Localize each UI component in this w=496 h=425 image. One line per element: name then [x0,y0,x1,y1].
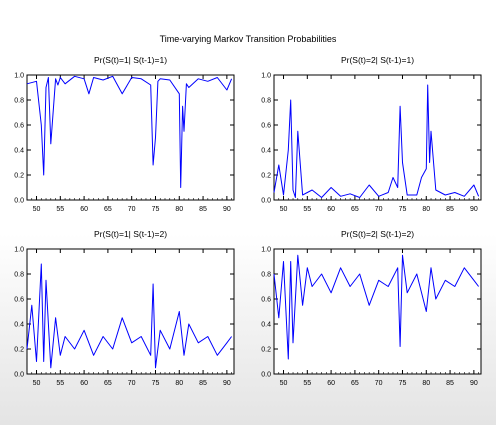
y-tick-label: 0.0 [261,372,271,379]
x-tick-label: 85 [446,206,454,213]
plot-frame [26,248,235,375]
y-tick-label: 0.4 [14,148,24,155]
y-tick-label: 1.0 [14,247,24,254]
series-line [273,254,479,360]
y-tick-label: 1.0 [261,73,271,80]
series-line [26,263,233,369]
y-tick-label: 0.4 [261,148,271,155]
x-tick-label: 50 [280,206,288,213]
y-tick-label: 0.2 [14,347,24,354]
x-tick-label: 90 [223,206,231,213]
x-tick-label: 75 [152,206,160,213]
x-tick-label: 70 [375,206,383,213]
y-tick-label: 1.0 [14,73,24,80]
x-tick-label: 65 [351,380,359,387]
x-tick-label: 75 [152,380,160,387]
series-line [26,75,233,188]
x-tick-label: 55 [303,380,311,387]
panel-4: Pr(S(t)=2| S(t-1)=2) 0.0 0.2 0.4 0.6 0.8 1.0 50… [261,229,482,387]
x-tick-label: 80 [422,380,430,387]
panel-title: Pr(S(t)=2| S(t-1)=2) [341,229,414,239]
y-tick-label: 0.2 [261,173,271,180]
x-tick-label: 85 [199,380,207,387]
panel-1: Pr(S(t)=1| S(t-1)=1) 0.0 0.2 0.4 0.6 0.8 1.0 50… [14,55,235,213]
panel-2: Pr(S(t)=2| S(t-1)=1) 0.0 0.2 0.4 0.6 0.8 1.0 50… [261,55,482,213]
y-tick-label: 0.8 [14,98,24,105]
panel-title: Pr(S(t)=1| S(t-1)=1) [94,55,167,65]
panel-3: Pr(S(t)=1| S(t-1)=2) 0.0 0.2 0.4 0.6 0.8 1.0 50… [14,229,235,387]
x-tick-label: 60 [80,380,88,387]
y-tick-label: 0.2 [14,173,24,180]
plot-frame [273,74,482,201]
panel-title: Pr(S(t)=2| S(t-1)=1) [341,55,414,65]
x-tick-label: 60 [327,206,335,213]
x-tick-label: 90 [470,380,478,387]
y-tick-label: 0.8 [261,272,271,279]
y-tick-label: 0.6 [261,123,271,130]
x-tick-label: 50 [33,380,41,387]
y-tick-label: 0.8 [14,272,24,279]
x-tick-label: 90 [470,206,478,213]
x-tick-label: 75 [399,380,407,387]
y-tick-label: 0.6 [14,297,24,304]
y-tick-label: 0.2 [261,347,271,354]
x-tick-label: 55 [56,380,64,387]
x-tick-label: 90 [223,380,231,387]
x-tick-label: 65 [104,206,112,213]
y-tick-label: 0.6 [14,123,24,130]
x-tick-label: 80 [175,206,183,213]
y-tick-label: 0.4 [14,322,24,329]
y-tick-label: 0.0 [14,198,24,205]
x-tick-label: 70 [128,380,136,387]
plot-frame [273,248,482,375]
figure-title: Time-varying Markov Transition Probabili… [159,34,337,44]
x-tick-label: 85 [446,380,454,387]
y-tick-label: 0.0 [261,198,271,205]
x-tick-label: 70 [128,206,136,213]
panel-title: Pr(S(t)=1| S(t-1)=2) [94,229,167,239]
x-tick-label: 55 [303,206,311,213]
x-tick-label: 65 [351,206,359,213]
series-line [273,84,480,198]
y-tick-label: 0.8 [261,98,271,105]
x-tick-label: 75 [399,206,407,213]
x-tick-label: 65 [104,380,112,387]
plot-frame [26,74,235,201]
x-tick-label: 60 [327,380,335,387]
x-tick-label: 60 [80,206,88,213]
x-tick-label: 85 [199,206,207,213]
x-tick-label: 50 [280,380,288,387]
x-tick-label: 50 [33,206,41,213]
x-tick-label: 80 [175,380,183,387]
x-tick-label: 70 [375,380,383,387]
y-tick-label: 0.0 [14,372,24,379]
y-tick-label: 0.4 [261,322,271,329]
x-tick-label: 80 [422,206,430,213]
x-tick-label: 55 [56,206,64,213]
y-tick-label: 1.0 [261,247,271,254]
y-tick-label: 0.6 [261,297,271,304]
